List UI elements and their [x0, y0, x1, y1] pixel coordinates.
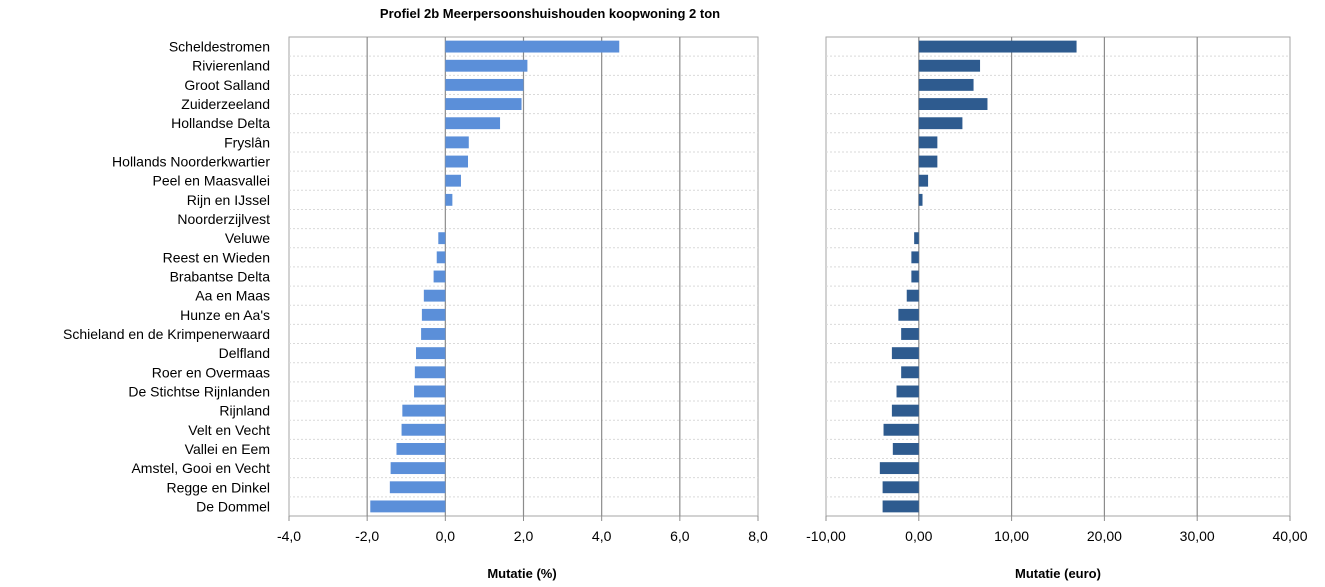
right-bar: [898, 308, 919, 321]
right-panel: -10,00 0,00 10,00 20,00 30,00 40,00: [806, 36, 1308, 544]
category-label: Veluwe: [225, 230, 270, 246]
category-label: Fryslân: [224, 134, 270, 150]
category-label: Velt en Vecht: [188, 422, 270, 438]
left-bar: [445, 155, 469, 168]
left-bar: [445, 174, 461, 187]
right-bar: [883, 423, 919, 436]
category-label: Regge en Dinkel: [166, 479, 270, 495]
right-x-tick-label: 40,00: [1272, 528, 1307, 544]
right-bar: [891, 404, 919, 417]
category-label: Noorderzijlvest: [177, 211, 270, 227]
category-label: Rivierenland: [192, 58, 270, 74]
right-plot-frame: [825, 36, 1291, 517]
left-x-tick-label: 4,0: [592, 528, 612, 544]
left-bar: [416, 347, 446, 360]
right-x-tick-label: -10,00: [806, 528, 846, 544]
category-label: Hollandse Delta: [171, 115, 270, 131]
left-bar: [445, 78, 524, 91]
category-label: Roer en Overmaas: [152, 364, 270, 380]
right-x-tick-label: 30,00: [1180, 528, 1215, 544]
left-x-tick-label: 2,0: [514, 528, 534, 544]
right-bar: [892, 443, 919, 455]
right-x-tick-label: 0,00: [905, 528, 932, 544]
right-bar: [918, 40, 1077, 53]
right-bar: [891, 347, 919, 360]
right-bar: [918, 136, 938, 149]
category-label: Aa en Maas: [195, 288, 270, 304]
left-bar: [445, 98, 522, 110]
right-bar: [879, 462, 919, 475]
category-label: De Dommel: [196, 498, 270, 514]
right-bar: [918, 174, 929, 187]
left-bar: [423, 289, 446, 302]
left-bar: [414, 366, 446, 379]
left-bar: [414, 385, 446, 398]
right-bar: [906, 289, 919, 302]
category-label: Scheldestromen: [169, 39, 270, 55]
category-label: Reest en Wieden: [163, 249, 270, 265]
left-bar: [390, 462, 446, 475]
left-bar: [421, 308, 446, 321]
left-bar: [396, 443, 446, 455]
left-bar: [370, 500, 446, 513]
left-bar: [445, 117, 501, 130]
left-bar: [401, 423, 446, 436]
category-label: Zuiderzeeland: [181, 96, 270, 112]
left-x-axis-label: Mutatie (%): [487, 566, 556, 581]
left-bar: [421, 328, 446, 340]
left-bar: [445, 193, 453, 206]
category-label: Brabantse Delta: [170, 269, 271, 285]
category-label: De Stichtse Rijnlanden: [128, 383, 270, 399]
category-label: Hollands Noorderkwartier: [112, 154, 270, 170]
right-bar: [901, 328, 919, 340]
right-bar: [911, 251, 919, 264]
right-bar: [918, 117, 963, 130]
right-bar: [918, 78, 974, 91]
chart-title: Profiel 2b Meerpersoonshuishouden koopwo…: [380, 6, 720, 21]
right-bar: [918, 98, 988, 110]
left-bar: [389, 481, 446, 494]
right-bar: [914, 232, 919, 245]
left-bar: [433, 270, 446, 283]
left-bar: [438, 232, 446, 245]
left-bar: [436, 251, 446, 264]
left-x-tick-label: 8,0: [748, 528, 768, 544]
left-x-tick-label: -4,0: [277, 528, 301, 544]
right-bar: [896, 385, 919, 398]
right-bar: [918, 193, 923, 206]
category-label: Delfland: [219, 345, 270, 361]
category-label: Amstel, Gooi en Vecht: [131, 460, 270, 476]
category-label: Rijn en IJssel: [187, 192, 270, 208]
left-panel: -4,0 -2,0 0,0 2,0 4,0 6,0 8,0 Scheldestromen Riv…: [63, 36, 768, 544]
right-x-axis-label: Mutatie (euro): [1015, 566, 1101, 581]
right-x-tick-label: 20,00: [1087, 528, 1122, 544]
left-bar: [445, 59, 528, 72]
category-label: Rijnland: [219, 403, 270, 419]
right-bar: [918, 59, 981, 72]
category-label: Hunze en Aa's: [180, 307, 270, 323]
category-label: Groot Salland: [184, 77, 270, 93]
left-x-tick-label: 0,0: [436, 528, 456, 544]
right-bar: [882, 481, 919, 494]
right-bar: [918, 155, 938, 168]
right-bar: [911, 270, 919, 283]
category-label: Vallei en Eem: [185, 441, 270, 457]
category-label: Peel en Maasvallei: [152, 173, 270, 189]
left-bar: [445, 40, 620, 53]
left-bar: [445, 136, 469, 149]
left-x-tick-label: 6,0: [670, 528, 690, 544]
category-label: Schieland en de Krimpenerwaard: [63, 326, 270, 342]
right-bar: [901, 366, 919, 379]
right-x-tick-label: 10,00: [994, 528, 1029, 544]
right-bar: [882, 500, 919, 513]
left-bar: [402, 404, 446, 417]
left-x-tick-label: -2,0: [355, 528, 379, 544]
